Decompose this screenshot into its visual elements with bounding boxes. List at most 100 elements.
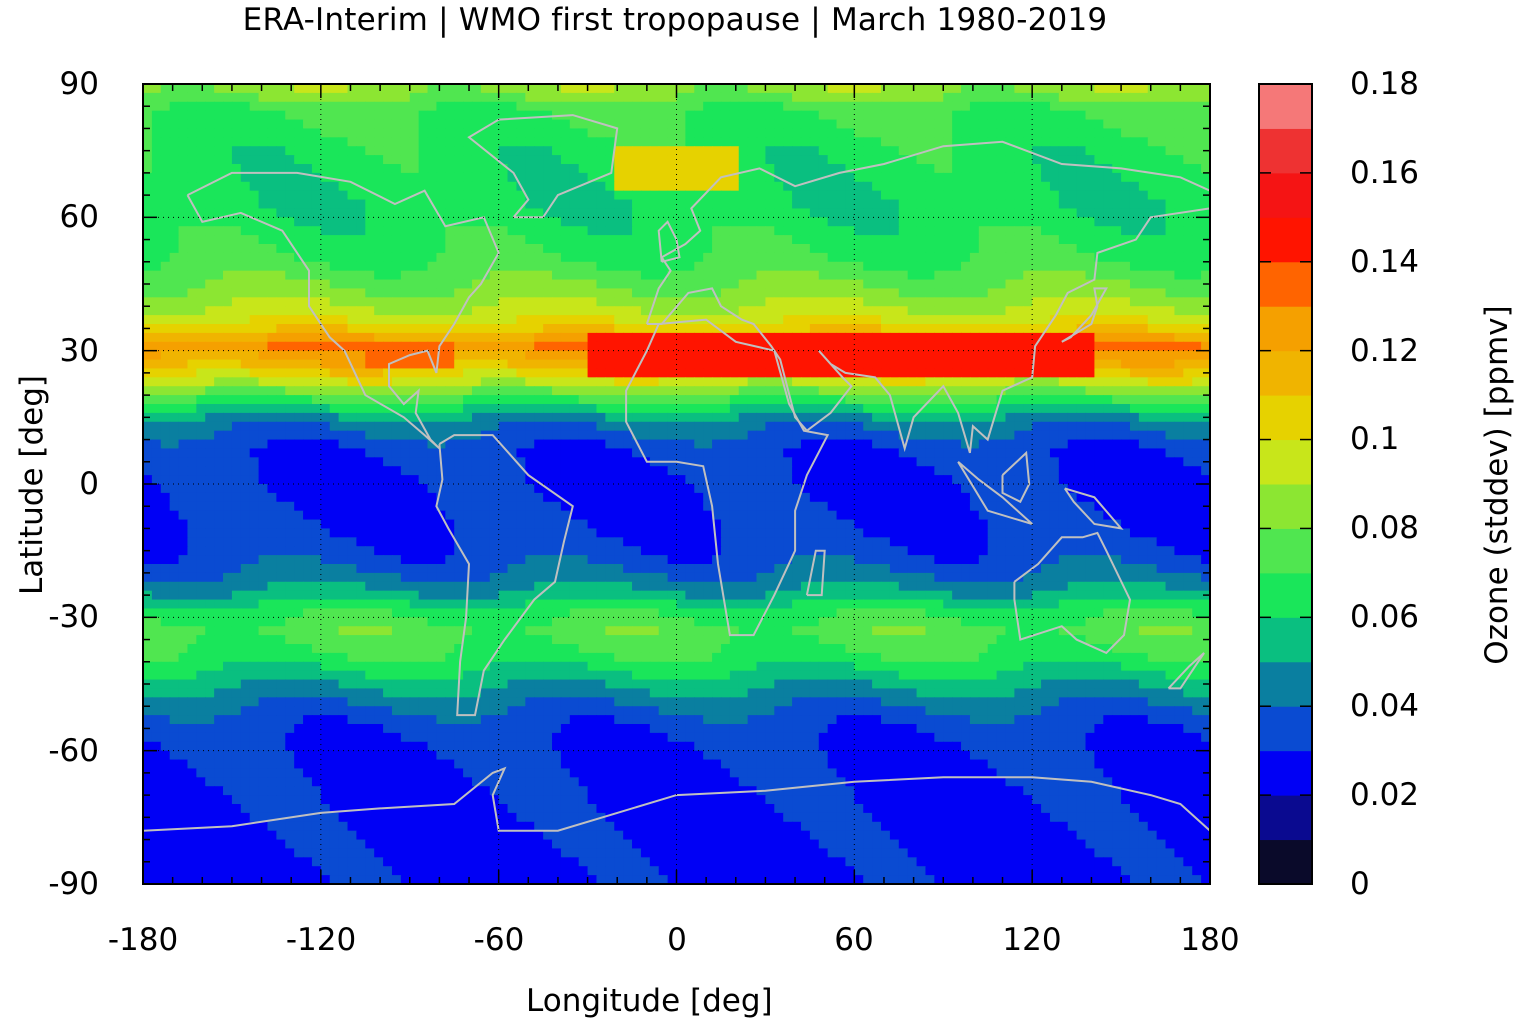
field-cell (374, 430, 384, 441)
field-cell (783, 439, 793, 450)
field-cell (463, 324, 473, 334)
field-cell (800, 332, 811, 343)
field-cell (249, 155, 260, 165)
field-cell (223, 128, 233, 138)
field-cell (987, 386, 998, 396)
field-cell (818, 208, 829, 218)
field-cell (658, 226, 669, 236)
field-cell (640, 377, 651, 387)
field-cell (1005, 155, 1015, 165)
field-cell (258, 412, 269, 423)
field-cell (471, 395, 482, 405)
field-cell (747, 226, 758, 236)
field-cell (881, 164, 891, 174)
field-cell (703, 137, 713, 147)
field-cell (872, 235, 882, 245)
field-cell (329, 137, 340, 147)
field-cell (774, 377, 784, 387)
field-cell (285, 172, 295, 183)
field-cell (534, 181, 544, 192)
field-cell (809, 190, 820, 201)
field-cell (738, 235, 749, 245)
field-cell (765, 119, 775, 130)
field-cell (1058, 386, 1069, 396)
field-cell (1032, 146, 1042, 156)
field-cell (925, 297, 935, 307)
field-cell (756, 226, 767, 236)
field-cell (738, 439, 749, 450)
field-cell (240, 244, 251, 254)
field-cell (560, 412, 571, 423)
field-cell (160, 181, 171, 192)
field-cell (703, 421, 713, 432)
field-cell (676, 172, 686, 183)
field-cell (889, 368, 900, 378)
field-cell (605, 439, 615, 450)
field-cell (223, 439, 233, 450)
field-cell (1058, 341, 1069, 352)
field-cell (800, 439, 811, 450)
field-cell (1174, 359, 1184, 370)
field-cell (1121, 128, 1131, 138)
field-cell (169, 164, 180, 174)
field-cell (898, 155, 909, 165)
field-cell (516, 252, 526, 263)
field-cell (676, 421, 686, 432)
field-cell (596, 226, 606, 236)
field-cell (961, 208, 971, 218)
field-cell (507, 324, 518, 334)
field-cell (756, 315, 767, 325)
field-cell (480, 110, 491, 121)
field-cell (685, 297, 695, 307)
field-cell (552, 306, 562, 316)
field-cell (1076, 315, 1087, 325)
field-cell (445, 164, 455, 174)
field-cell (1014, 226, 1024, 236)
field-cell (276, 279, 286, 290)
field-cell (347, 421, 357, 432)
field-cell (223, 430, 233, 441)
field-cell (623, 226, 633, 236)
field-cell (845, 181, 855, 192)
field-cell (169, 84, 180, 94)
field-cell (898, 306, 909, 316)
field-cell (552, 288, 562, 298)
field-cell (329, 368, 340, 378)
field-cell (596, 297, 606, 307)
field-cell (1174, 146, 1184, 156)
field-cell (338, 350, 349, 361)
field-cell (845, 359, 855, 370)
field-cell (818, 359, 829, 370)
field-cell (338, 306, 349, 316)
field-cell (498, 404, 509, 414)
field-cell (214, 199, 224, 210)
field-cell (552, 146, 562, 156)
field-cell (498, 288, 509, 298)
field-cell (774, 430, 784, 441)
field-cell (703, 324, 713, 334)
field-cell (463, 181, 473, 192)
field-cell (347, 181, 357, 192)
field-cell (1156, 386, 1167, 396)
field-cell (1058, 359, 1069, 370)
field-cell (223, 172, 233, 183)
field-cell (756, 146, 767, 156)
field-cell (1005, 377, 1015, 387)
field-cell (1085, 350, 1096, 361)
field-cell (231, 430, 242, 441)
field-cell (320, 235, 331, 245)
field-cell (1076, 137, 1087, 147)
field-cell (294, 226, 304, 236)
field-cell (338, 297, 349, 307)
field-cell (1165, 208, 1176, 218)
field-cell (765, 252, 775, 263)
field-cell (667, 332, 678, 343)
field-cell (391, 377, 402, 387)
field-cell (516, 244, 526, 254)
field-cell (471, 226, 482, 236)
field-cell (1094, 164, 1104, 174)
field-cell (961, 288, 971, 298)
field-cell (1076, 128, 1087, 138)
field-cell (961, 226, 971, 236)
field-cell (436, 226, 446, 236)
